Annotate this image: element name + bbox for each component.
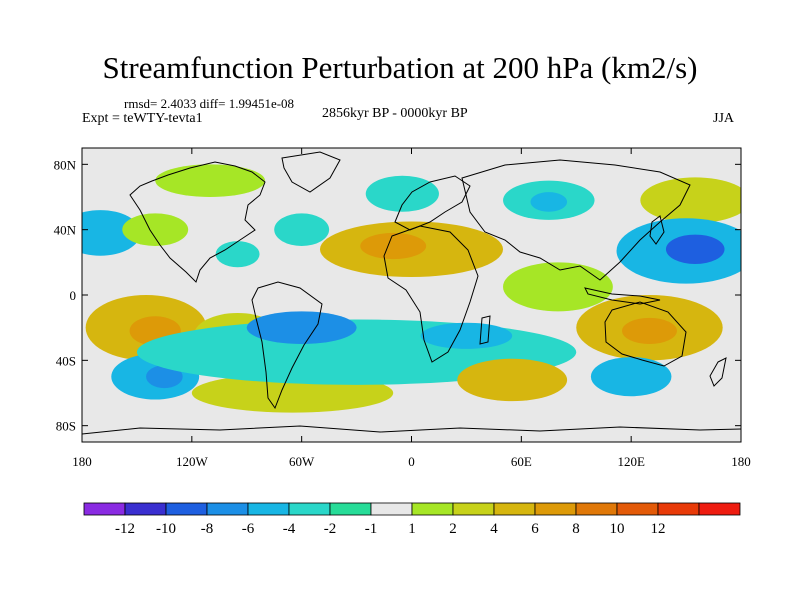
colorbar-label: 8	[572, 521, 580, 537]
lon-label: 180	[731, 454, 751, 469]
field-south-indian-orange	[457, 358, 568, 402]
lon-label: 120W	[176, 454, 209, 469]
streamfunction-field	[82, 164, 741, 413]
field-siberia-blue-core	[530, 192, 568, 212]
colorbar-label: -1	[365, 521, 378, 537]
colorbar-label: -8	[201, 521, 214, 537]
coast-south-america	[251, 281, 323, 410]
lon-label: 180	[72, 454, 92, 469]
colorbar-swatch	[575, 502, 618, 516]
colorbar-swatch	[534, 502, 577, 516]
period-label: 2856kyr BP - 0000kyr BP	[322, 106, 468, 121]
lat-label: 80N	[54, 157, 77, 172]
colorbar-label: 12	[651, 521, 666, 537]
colorbar-swatch	[452, 502, 495, 516]
coast-greenland	[281, 151, 341, 193]
colorbar-swatch	[83, 502, 126, 516]
colorbar-swatch	[165, 502, 208, 516]
colorbar-label: -2	[324, 521, 337, 537]
colorbar-label: 2	[449, 521, 457, 537]
lon-label: 60E	[511, 454, 532, 469]
season-label: JJA	[713, 111, 735, 126]
field-east-asia-yellow	[640, 177, 741, 224]
colorbar-label: 1	[408, 521, 416, 537]
coast-australia	[604, 301, 687, 367]
coast-antarctica	[82, 425, 741, 435]
field-north-pacific-east-core	[665, 234, 725, 264]
lon-label: 60W	[289, 454, 315, 469]
coast-new-zealand	[709, 357, 727, 387]
field-north-pacific-yellow	[122, 213, 189, 247]
colorbar-label: 4	[490, 521, 498, 537]
coast-north-america	[129, 161, 266, 283]
coast-asia	[461, 159, 691, 281]
field-greenland-teal	[365, 175, 439, 212]
colorbar-swatch	[411, 502, 454, 516]
field-south-east-indian-blue	[590, 357, 672, 397]
colorbar-swatch	[370, 502, 413, 516]
colorbar-swatch	[329, 502, 372, 516]
colorbar-label: -10	[156, 521, 176, 537]
colorbar-label: 6	[531, 521, 539, 537]
map-title: Streamfunction Perturbation at 200 hPa (…	[102, 50, 698, 85]
field-atlantic-teal	[215, 241, 260, 268]
coastlines	[82, 151, 741, 435]
colorbar-swatch	[616, 502, 659, 516]
colorbar-label: -12	[115, 521, 135, 537]
field-arctic-canada-green	[155, 164, 266, 198]
colorbar-swatch	[247, 502, 290, 516]
stats-text: rmsd= 2.4033 diff= 1.99451e-08	[124, 96, 295, 111]
lat-label: 40S	[56, 353, 76, 368]
colorbar-label: -6	[242, 521, 255, 537]
coast-indonesia	[584, 287, 661, 305]
colorbar-swatch	[657, 502, 700, 516]
coast-madagascar	[479, 315, 491, 345]
coast-europe	[394, 175, 471, 231]
field-australia-core	[622, 317, 677, 344]
colorbar-label: -4	[283, 521, 296, 537]
map-axes: 80N 40N 0 40S 80S 180 120W 60W 0 60E 120E 180	[54, 148, 751, 469]
field-north-africa-core	[360, 232, 427, 260]
lon-label: 120E	[617, 454, 645, 469]
colorbar-swatch	[124, 502, 167, 516]
experiment-label: Expt = teWTY-tevta1	[82, 111, 203, 126]
field-south-pacific-blue-core	[146, 365, 183, 389]
lat-label: 40N	[54, 223, 77, 238]
colorbar-swatch	[288, 502, 331, 516]
lon-label: 0	[408, 454, 415, 469]
colorbar-swatch	[206, 502, 249, 516]
colorbar-swatch	[698, 502, 741, 516]
field-indian-ocean-green	[503, 262, 613, 312]
coast-japan	[649, 215, 665, 245]
colorbar-swatch	[493, 502, 536, 516]
colorbar: -12 -10 -8 -6 -4 -2 -1 1 2 4 6 8 10 12	[83, 502, 741, 537]
field-north-america-blue	[274, 213, 330, 247]
coast-africa	[383, 225, 479, 363]
field-south-atlantic-blue-core	[246, 311, 357, 344]
lat-label: 80S	[56, 419, 76, 434]
field-indian-ocean-blue-core	[420, 322, 513, 349]
lat-label: 0	[70, 288, 77, 303]
field-north-pacific-blue	[82, 210, 141, 256]
colorbar-label: 10	[610, 521, 625, 537]
